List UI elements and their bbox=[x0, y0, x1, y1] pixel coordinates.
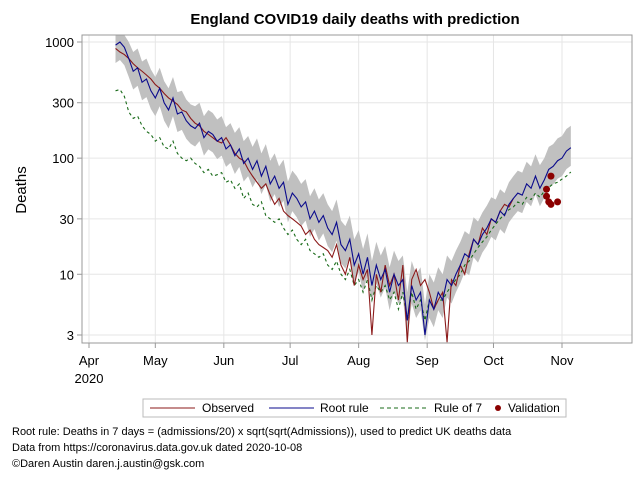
x-tick-label: Nov bbox=[550, 353, 574, 368]
x-tick-label: May bbox=[143, 353, 168, 368]
legend-frame bbox=[142, 398, 567, 418]
y-axis-label: Deaths bbox=[13, 166, 30, 214]
x-tick-label: Oct bbox=[483, 353, 504, 368]
validation-point bbox=[543, 192, 551, 200]
x-tick-label: Jul bbox=[282, 353, 299, 368]
legend-label-observed: Observed bbox=[202, 401, 254, 415]
footnote-data-source: Data from https://coronavirus.data.gov.u… bbox=[12, 442, 303, 454]
footnote-copyright: ©Daren Austin daren.j.austin@gsk.com bbox=[12, 458, 205, 470]
y-tick-label: 100 bbox=[52, 151, 74, 166]
y-tick-label: 1000 bbox=[45, 35, 74, 50]
series-lines bbox=[115, 41, 572, 343]
series-line-observed bbox=[115, 48, 514, 343]
footnote-root-rule: Root rule: Deaths in 7 days = (admission… bbox=[12, 426, 512, 438]
x-tick-label: Sep bbox=[416, 353, 439, 368]
y-axis: 1000 300 100 30 10 3 bbox=[45, 35, 82, 343]
chart-title: England COVID19 daily deaths with predic… bbox=[190, 11, 519, 28]
validation-markers bbox=[543, 172, 562, 208]
prediction-band-group bbox=[115, 35, 571, 341]
x-tick-label: Jun bbox=[213, 353, 234, 368]
validation-point bbox=[554, 198, 562, 206]
legend-swatch-validation bbox=[495, 405, 501, 411]
y-tick-label: 300 bbox=[52, 96, 74, 111]
validation-point bbox=[547, 172, 555, 180]
x-tick-year-label: 2020 bbox=[75, 371, 104, 386]
x-tick-label: Aug bbox=[347, 353, 370, 368]
x-axis: Apr May Jun Jul Aug Sep Oct Nov 2020 bbox=[75, 343, 574, 386]
series-line-root-rule bbox=[115, 41, 572, 336]
y-tick-label: 10 bbox=[60, 267, 74, 282]
y-tick-label: 3 bbox=[67, 328, 74, 343]
legend-label-validation: Validation bbox=[508, 401, 560, 415]
validation-point bbox=[547, 200, 555, 208]
plot-frame bbox=[81, 34, 633, 344]
series-line-rule-of-7 bbox=[115, 88, 572, 321]
legend-label-rule-of-7: Rule of 7 bbox=[434, 401, 482, 415]
prediction-band bbox=[115, 35, 571, 341]
legend-label-root-rule: Root rule bbox=[320, 401, 369, 415]
x-tick-label: Apr bbox=[79, 353, 100, 368]
validation-point bbox=[543, 185, 551, 193]
legend: Observed Root rule Rule of 7 Validation bbox=[142, 398, 567, 418]
y-tick-label: 30 bbox=[60, 212, 74, 227]
